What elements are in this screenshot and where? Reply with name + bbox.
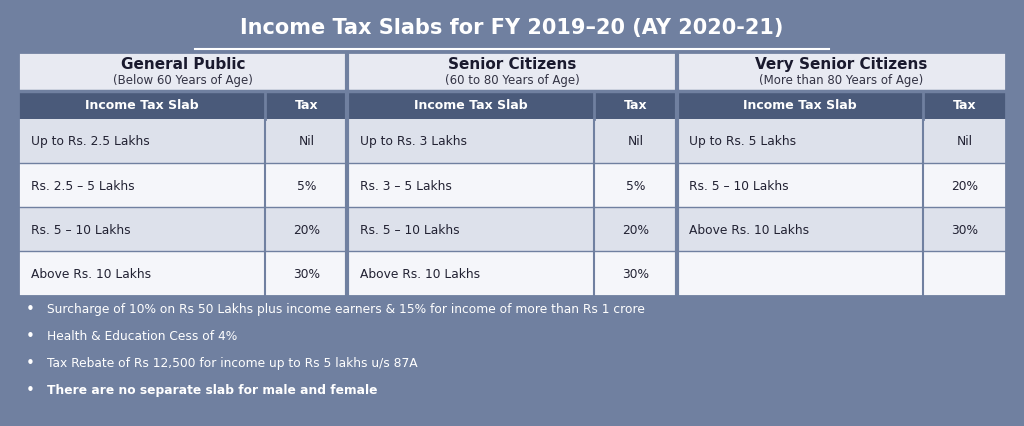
Text: Tax: Tax bbox=[295, 99, 318, 112]
FancyBboxPatch shape bbox=[347, 252, 677, 296]
Text: Rs. 5 – 10 Lakhs: Rs. 5 – 10 Lakhs bbox=[31, 223, 130, 236]
Text: There are no separate slab for male and female: There are no separate slab for male and … bbox=[47, 383, 378, 396]
Text: (More than 80 Years of Age): (More than 80 Years of Age) bbox=[759, 74, 924, 86]
FancyBboxPatch shape bbox=[18, 252, 347, 296]
FancyBboxPatch shape bbox=[18, 53, 1006, 296]
FancyBboxPatch shape bbox=[347, 208, 677, 252]
FancyBboxPatch shape bbox=[347, 92, 677, 119]
Text: Tax: Tax bbox=[624, 99, 647, 112]
Text: Income Tax Slab: Income Tax Slab bbox=[414, 99, 527, 112]
FancyBboxPatch shape bbox=[677, 208, 1006, 252]
Text: Rs. 2.5 – 5 Lakhs: Rs. 2.5 – 5 Lakhs bbox=[31, 179, 134, 192]
Text: Income Tax Slab: Income Tax Slab bbox=[85, 99, 199, 112]
FancyBboxPatch shape bbox=[347, 53, 677, 92]
Text: Nil: Nil bbox=[956, 135, 973, 148]
Text: Senior Citizens: Senior Citizens bbox=[447, 57, 577, 72]
FancyBboxPatch shape bbox=[18, 53, 347, 92]
Text: Rs. 5 – 10 Lakhs: Rs. 5 – 10 Lakhs bbox=[689, 179, 788, 192]
FancyBboxPatch shape bbox=[677, 119, 1006, 164]
Text: Rs. 5 – 10 Lakhs: Rs. 5 – 10 Lakhs bbox=[359, 223, 460, 236]
Text: Up to Rs. 5 Lakhs: Up to Rs. 5 Lakhs bbox=[689, 135, 796, 148]
Text: Above Rs. 10 Lakhs: Above Rs. 10 Lakhs bbox=[31, 268, 151, 280]
Text: 20%: 20% bbox=[293, 223, 319, 236]
Text: Tax: Tax bbox=[952, 99, 976, 112]
Text: (Below 60 Years of Age): (Below 60 Years of Age) bbox=[113, 74, 253, 86]
FancyBboxPatch shape bbox=[347, 119, 677, 164]
Text: (60 to 80 Years of Age): (60 to 80 Years of Age) bbox=[444, 74, 580, 86]
FancyBboxPatch shape bbox=[18, 164, 347, 208]
FancyBboxPatch shape bbox=[677, 164, 1006, 208]
FancyBboxPatch shape bbox=[677, 252, 1006, 296]
FancyBboxPatch shape bbox=[18, 92, 347, 119]
Text: Above Rs. 10 Lakhs: Above Rs. 10 Lakhs bbox=[689, 223, 809, 236]
Text: 30%: 30% bbox=[951, 223, 978, 236]
Text: Very Senior Citizens: Very Senior Citizens bbox=[755, 57, 928, 72]
Text: •: • bbox=[26, 382, 35, 397]
Text: Tax Rebate of Rs 12,500 for income up to Rs 5 lakhs u/s 87A: Tax Rebate of Rs 12,500 for income up to… bbox=[47, 356, 418, 369]
Text: Income Tax Slabs for FY 2019–20 (AY 2020-21): Income Tax Slabs for FY 2019–20 (AY 2020… bbox=[241, 18, 783, 37]
Text: 5%: 5% bbox=[626, 179, 645, 192]
Text: 20%: 20% bbox=[622, 223, 649, 236]
Text: Income Tax Slab: Income Tax Slab bbox=[743, 99, 857, 112]
Text: General Public: General Public bbox=[121, 57, 245, 72]
Text: 30%: 30% bbox=[622, 268, 649, 280]
FancyBboxPatch shape bbox=[677, 92, 1006, 119]
Text: Up to Rs. 2.5 Lakhs: Up to Rs. 2.5 Lakhs bbox=[31, 135, 150, 148]
Text: Up to Rs. 3 Lakhs: Up to Rs. 3 Lakhs bbox=[359, 135, 467, 148]
Text: •: • bbox=[26, 328, 35, 343]
Text: Surcharge of 10% on Rs 50 Lakhs plus income earners & 15% for income of more tha: Surcharge of 10% on Rs 50 Lakhs plus inc… bbox=[47, 302, 645, 315]
FancyBboxPatch shape bbox=[18, 208, 347, 252]
Text: Nil: Nil bbox=[628, 135, 643, 148]
Text: Nil: Nil bbox=[298, 135, 314, 148]
Text: Above Rs. 10 Lakhs: Above Rs. 10 Lakhs bbox=[359, 268, 480, 280]
Text: 20%: 20% bbox=[951, 179, 978, 192]
FancyBboxPatch shape bbox=[677, 53, 1006, 92]
FancyBboxPatch shape bbox=[347, 164, 677, 208]
Text: Health & Education Cess of 4%: Health & Education Cess of 4% bbox=[47, 329, 238, 342]
Text: 30%: 30% bbox=[293, 268, 319, 280]
Text: 5%: 5% bbox=[297, 179, 316, 192]
FancyBboxPatch shape bbox=[18, 119, 347, 164]
Text: •: • bbox=[26, 355, 35, 370]
Text: Rs. 3 – 5 Lakhs: Rs. 3 – 5 Lakhs bbox=[359, 179, 452, 192]
Text: •: • bbox=[26, 301, 35, 317]
